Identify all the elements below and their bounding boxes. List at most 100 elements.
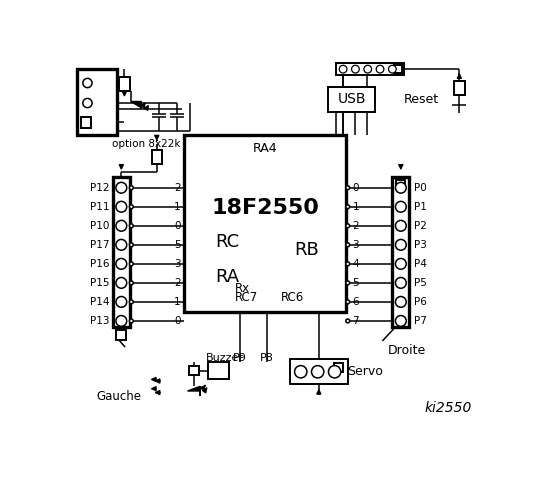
Circle shape bbox=[395, 202, 406, 212]
Circle shape bbox=[116, 315, 127, 326]
Circle shape bbox=[395, 220, 406, 231]
Text: P17: P17 bbox=[90, 240, 110, 250]
Polygon shape bbox=[187, 386, 200, 391]
Bar bbox=[396, 180, 405, 189]
Text: RC7: RC7 bbox=[234, 291, 258, 304]
Text: P10: P10 bbox=[90, 221, 110, 231]
Text: P6: P6 bbox=[414, 297, 427, 307]
Bar bbox=[81, 117, 91, 128]
Text: 2: 2 bbox=[352, 221, 359, 231]
Text: Rx: Rx bbox=[234, 282, 249, 295]
Text: 18F2550: 18F2550 bbox=[211, 198, 319, 218]
Bar bbox=[336, 63, 404, 75]
Text: 4: 4 bbox=[352, 259, 359, 269]
Text: P9: P9 bbox=[233, 353, 247, 363]
Circle shape bbox=[129, 281, 133, 285]
Circle shape bbox=[328, 366, 341, 378]
Circle shape bbox=[116, 220, 127, 231]
Circle shape bbox=[346, 205, 349, 209]
Circle shape bbox=[129, 262, 133, 266]
Text: RC6: RC6 bbox=[281, 291, 304, 304]
Circle shape bbox=[395, 277, 406, 288]
Circle shape bbox=[129, 224, 133, 228]
Bar bbox=[116, 330, 126, 340]
Text: P14: P14 bbox=[90, 297, 110, 307]
Bar bbox=[207, 362, 229, 379]
Circle shape bbox=[395, 315, 406, 326]
Bar bbox=[290, 360, 348, 384]
Text: P2: P2 bbox=[414, 221, 427, 231]
Circle shape bbox=[129, 186, 133, 190]
Text: P3: P3 bbox=[414, 240, 427, 250]
Circle shape bbox=[116, 297, 127, 307]
Circle shape bbox=[295, 366, 307, 378]
Text: 0: 0 bbox=[174, 221, 181, 231]
Bar bbox=[394, 64, 403, 73]
Text: 5: 5 bbox=[352, 278, 359, 288]
Bar bbox=[328, 87, 374, 111]
Circle shape bbox=[116, 277, 127, 288]
Circle shape bbox=[311, 366, 324, 378]
Text: Reset: Reset bbox=[404, 94, 439, 107]
Text: P12: P12 bbox=[90, 183, 110, 193]
Text: P1: P1 bbox=[414, 202, 427, 212]
Circle shape bbox=[346, 224, 349, 228]
Bar bbox=[113, 177, 130, 327]
Circle shape bbox=[129, 243, 133, 247]
Bar bbox=[152, 150, 162, 164]
Circle shape bbox=[352, 65, 359, 73]
Bar bbox=[334, 362, 343, 372]
Text: RA: RA bbox=[215, 268, 239, 286]
Text: 3: 3 bbox=[174, 259, 181, 269]
Circle shape bbox=[346, 300, 349, 304]
Text: ki2550: ki2550 bbox=[424, 401, 472, 415]
Text: 2: 2 bbox=[174, 278, 181, 288]
Bar bbox=[189, 366, 199, 375]
Circle shape bbox=[346, 262, 349, 266]
Text: 1: 1 bbox=[174, 202, 181, 212]
Text: Buzzer: Buzzer bbox=[206, 353, 243, 363]
Text: P5: P5 bbox=[414, 278, 427, 288]
Circle shape bbox=[395, 297, 406, 307]
Text: 7: 7 bbox=[352, 316, 359, 326]
Text: USB: USB bbox=[337, 92, 366, 106]
Text: P15: P15 bbox=[90, 278, 110, 288]
Text: 0: 0 bbox=[174, 316, 181, 326]
Text: 2: 2 bbox=[174, 183, 181, 193]
Circle shape bbox=[339, 65, 347, 73]
Circle shape bbox=[129, 300, 133, 304]
Text: Droite: Droite bbox=[388, 344, 426, 357]
Bar bbox=[185, 134, 346, 312]
Bar bbox=[119, 77, 130, 91]
Circle shape bbox=[116, 182, 127, 193]
Bar bbox=[77, 69, 117, 134]
Text: Gauche: Gauche bbox=[97, 390, 142, 403]
Circle shape bbox=[83, 78, 92, 88]
Circle shape bbox=[129, 205, 133, 209]
Text: 1: 1 bbox=[174, 297, 181, 307]
Text: Servo: Servo bbox=[347, 365, 383, 378]
Text: P13: P13 bbox=[90, 316, 110, 326]
Text: 3: 3 bbox=[352, 240, 359, 250]
Text: P0: P0 bbox=[414, 183, 427, 193]
Circle shape bbox=[389, 65, 396, 73]
Text: P16: P16 bbox=[90, 259, 110, 269]
Bar bbox=[454, 81, 465, 95]
Circle shape bbox=[395, 182, 406, 193]
Text: P11: P11 bbox=[90, 202, 110, 212]
Circle shape bbox=[346, 281, 349, 285]
Circle shape bbox=[376, 65, 384, 73]
Circle shape bbox=[116, 258, 127, 269]
Circle shape bbox=[346, 319, 349, 323]
Circle shape bbox=[364, 65, 372, 73]
Polygon shape bbox=[131, 101, 142, 108]
Circle shape bbox=[346, 186, 349, 190]
Text: 5: 5 bbox=[174, 240, 181, 250]
Bar bbox=[393, 177, 409, 327]
Circle shape bbox=[116, 240, 127, 250]
Circle shape bbox=[83, 98, 92, 108]
Text: 6: 6 bbox=[352, 297, 359, 307]
Text: 0: 0 bbox=[352, 183, 359, 193]
Text: P7: P7 bbox=[414, 316, 427, 326]
Text: RB: RB bbox=[294, 241, 319, 259]
